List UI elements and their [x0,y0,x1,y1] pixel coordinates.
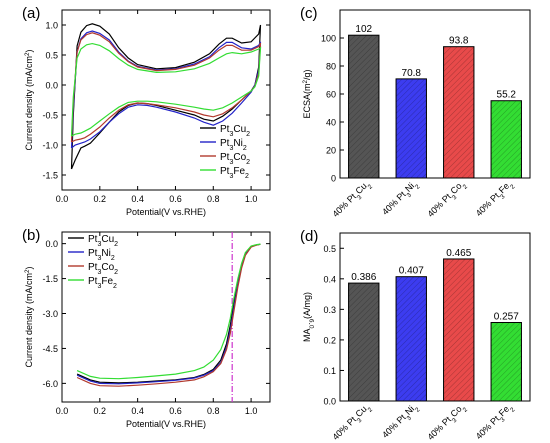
bar-value-label: 102 [355,24,372,35]
y-tick-label: 0.0 [45,81,58,91]
plot-frame [61,9,271,191]
y-tick-label: 0.0 [45,239,58,249]
y-tick-label: 0.3 [323,305,336,315]
bar-hatch [348,35,379,179]
cv-curve-series-3 [70,42,262,137]
bar-hatch [491,322,522,401]
x-tick-label: 0.2 [94,194,107,204]
x-axis-label: Potential(V vs.RHE) [126,419,206,429]
legend-entry: Pt3Fe2 [88,276,117,290]
category-label: 40% Pt3Ni2 [380,178,421,219]
y-tick-label: 0.2 [323,335,336,345]
legend-entry: Pt3Co2 [220,152,250,166]
plot-frame [61,231,271,403]
lsv-curve-series-3 [76,243,261,380]
legend-entry: Pt3Cu2 [220,124,250,138]
legend-entry: Pt3Ni2 [220,138,247,152]
bar-value-label: 0.386 [351,272,376,283]
bar-hatch [396,276,427,401]
y-tick-label: -1.5 [42,274,58,284]
legend-entry: Pt3Fe2 [220,166,249,180]
category-label: 40% Pt3Cu2 [330,178,374,222]
x-tick-label: 1.0 [245,406,258,416]
y-tick-label: 0.1 [323,366,336,376]
y-tick-label: 0 [331,174,336,184]
x-tick-label: 0.4 [131,406,144,416]
x-tick-label: 1.0 [245,194,258,204]
y-tick-label: 0.4 [323,274,336,284]
bar-hatch [443,258,474,401]
lsv-curve-series-2 [76,243,261,387]
x-tick-label: 0.8 [207,406,220,416]
y-tick-label: 40 [326,118,336,128]
y-axis-label: Current density (mA/cm2) [24,49,35,150]
bar-hatch [396,78,427,178]
category-label: 40% Pt3Fe2 [474,178,517,221]
y-tick-label: 20 [326,146,336,156]
y-axis-label: ECSA(m2/g) [302,69,313,118]
panel-a: -1.5 -1.0 -0.5 0.0 0.5 1.0 0.0 0.2 0.4 0.6 0.8 1.0 (… [22,5,271,217]
y-tick-label: -1.5 [42,171,58,181]
x-tick-label: 0.4 [131,194,144,204]
legend-entry: Pt3Cu2 [88,234,118,248]
legend-entry: Pt3Co2 [88,262,118,276]
panel-c: 0 20 40 60 80 100 (c) ECSA(m2/g) 102 40% Pt3Cu2 70… [300,5,531,222]
bar-value-label: 93.8 [449,36,469,47]
x-tick-label: 0.6 [169,194,182,204]
bar-hatch [491,100,522,178]
y-tick-label: -3.0 [42,309,58,319]
x-tick-label: 0.0 [56,194,69,204]
y-tick-label: -1.0 [42,141,58,151]
panel-label: (b) [22,227,40,244]
y-tick-label: 60 [326,90,336,100]
y-tick-label: -6.0 [42,379,58,389]
panel-label: (a) [22,5,40,22]
category-label: 40% Pt3Co2 [425,401,469,443]
x-axis-label: Potential(V vs.RHE) [126,207,206,217]
panel-b: -6.0 -4.5 -3.0 -1.5 0.0 0.0 0.2 0.4 0.6 0.8 1.0 (b)… [22,227,271,429]
y-tick-label: 100 [321,34,336,44]
y-tick-label: 1.0 [45,21,58,31]
y-tick-label: 0.5 [45,51,58,61]
y-tick-label: -4.5 [42,344,58,354]
x-tick-label: 0.0 [56,406,69,416]
bar-value-label: 55.2 [497,90,517,101]
category-label: 40% Pt3Fe2 [474,401,517,443]
category-label: 40% Pt3Co2 [425,178,469,222]
x-tick-label: 0.2 [94,406,107,416]
x-tick-label: 0.8 [207,194,220,204]
y-axis-label: Current density (mA/cm2) [24,266,35,367]
bar-value-label: 0.465 [446,248,471,259]
y-tick-label: 0.0 [323,397,336,407]
plot-frame [339,232,531,402]
panel-label: (d) [300,228,318,245]
y-tick-label: -0.5 [42,111,58,121]
y-tick-label: 80 [326,62,336,72]
cv-curve-series-2 [70,32,262,143]
bar-value-label: 70.8 [402,68,422,79]
category-label: 40% Pt3Ni2 [380,401,421,442]
bar-value-label: 0.257 [494,311,519,322]
bar-hatch [348,283,379,401]
y-axis-label: MA0.9(A/mg) [302,292,316,342]
panel-label: (c) [300,5,318,22]
category-label: 40% Pt3Cu2 [330,401,374,443]
panel-d: 0.0 0.1 0.2 0.3 0.4 0.5 (d) MA0.9(A/mg) 0.386 40%… [300,228,531,443]
bar-value-label: 0.407 [399,266,424,277]
legend-entry: Pt3Ni2 [88,248,115,262]
x-tick-label: 0.6 [169,406,182,416]
bar-hatch [443,46,474,179]
y-tick-label: 0.5 [323,244,336,254]
